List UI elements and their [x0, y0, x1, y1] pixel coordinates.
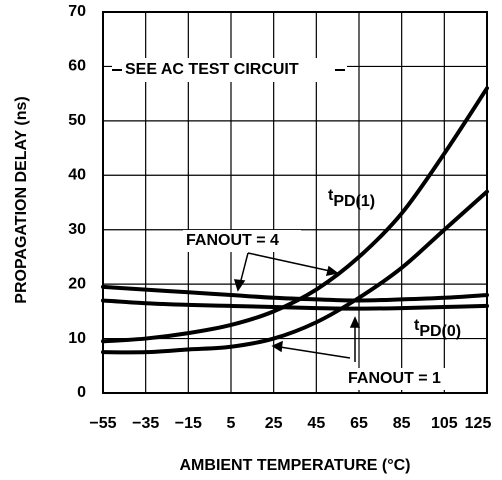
- arrowhead: [325, 265, 339, 276]
- annotation: tPD(1): [328, 187, 375, 210]
- x-tick-label: 85: [393, 415, 411, 432]
- annotation-bg: [112, 58, 347, 82]
- arrow: [239, 252, 249, 285]
- line-series: [101, 284, 489, 303]
- x-tick-label: 45: [307, 415, 325, 432]
- annotation-bg: [345, 368, 463, 390]
- x-tick-label: −35: [132, 415, 159, 432]
- x-tick-label: 25: [265, 415, 283, 432]
- arrows: [233, 252, 361, 362]
- x-tick-label: 105: [431, 415, 458, 432]
- annotation: FANOUT = 4: [186, 232, 279, 249]
- annotation-sub: PD(1): [333, 193, 375, 210]
- x-axis-title: AMBIENT TEMPERATURE (°C): [180, 457, 411, 474]
- y-axis-title: PROPAGATION DELAY (ns): [13, 96, 30, 303]
- line-series: [101, 189, 489, 355]
- y-tick-label: 60: [68, 58, 86, 75]
- y-tick-label: 10: [68, 330, 86, 347]
- x-tick-label: −15: [175, 415, 202, 432]
- arrowhead: [271, 340, 283, 353]
- y-tick-label: 0: [77, 384, 86, 401]
- annotation-bg: [183, 230, 301, 252]
- x-tick-label: 125: [465, 415, 492, 432]
- annotation-text: t: [328, 187, 334, 204]
- y-tick-label: 40: [68, 167, 86, 184]
- annotation-text: t: [414, 317, 420, 334]
- x-tick-label: 5: [227, 415, 236, 432]
- line-series: [101, 298, 489, 311]
- arrowhead: [349, 316, 361, 328]
- arrow: [279, 346, 351, 359]
- y-tick-label: 20: [68, 275, 86, 292]
- x-tick-label: 65: [350, 415, 368, 432]
- arrowhead: [233, 279, 246, 292]
- annotation-sub: PD(0): [419, 323, 461, 340]
- y-tick-label: 50: [68, 112, 86, 129]
- annotation: SEE AC TEST CIRCUIT: [125, 61, 299, 78]
- annotation: FANOUT = 1: [348, 370, 441, 387]
- y-tick-label: 30: [68, 221, 86, 238]
- x-tick-label: −55: [89, 415, 116, 432]
- arrow: [247, 252, 331, 272]
- y-tick-label: 70: [68, 3, 86, 20]
- annotation: tPD(0): [414, 317, 461, 340]
